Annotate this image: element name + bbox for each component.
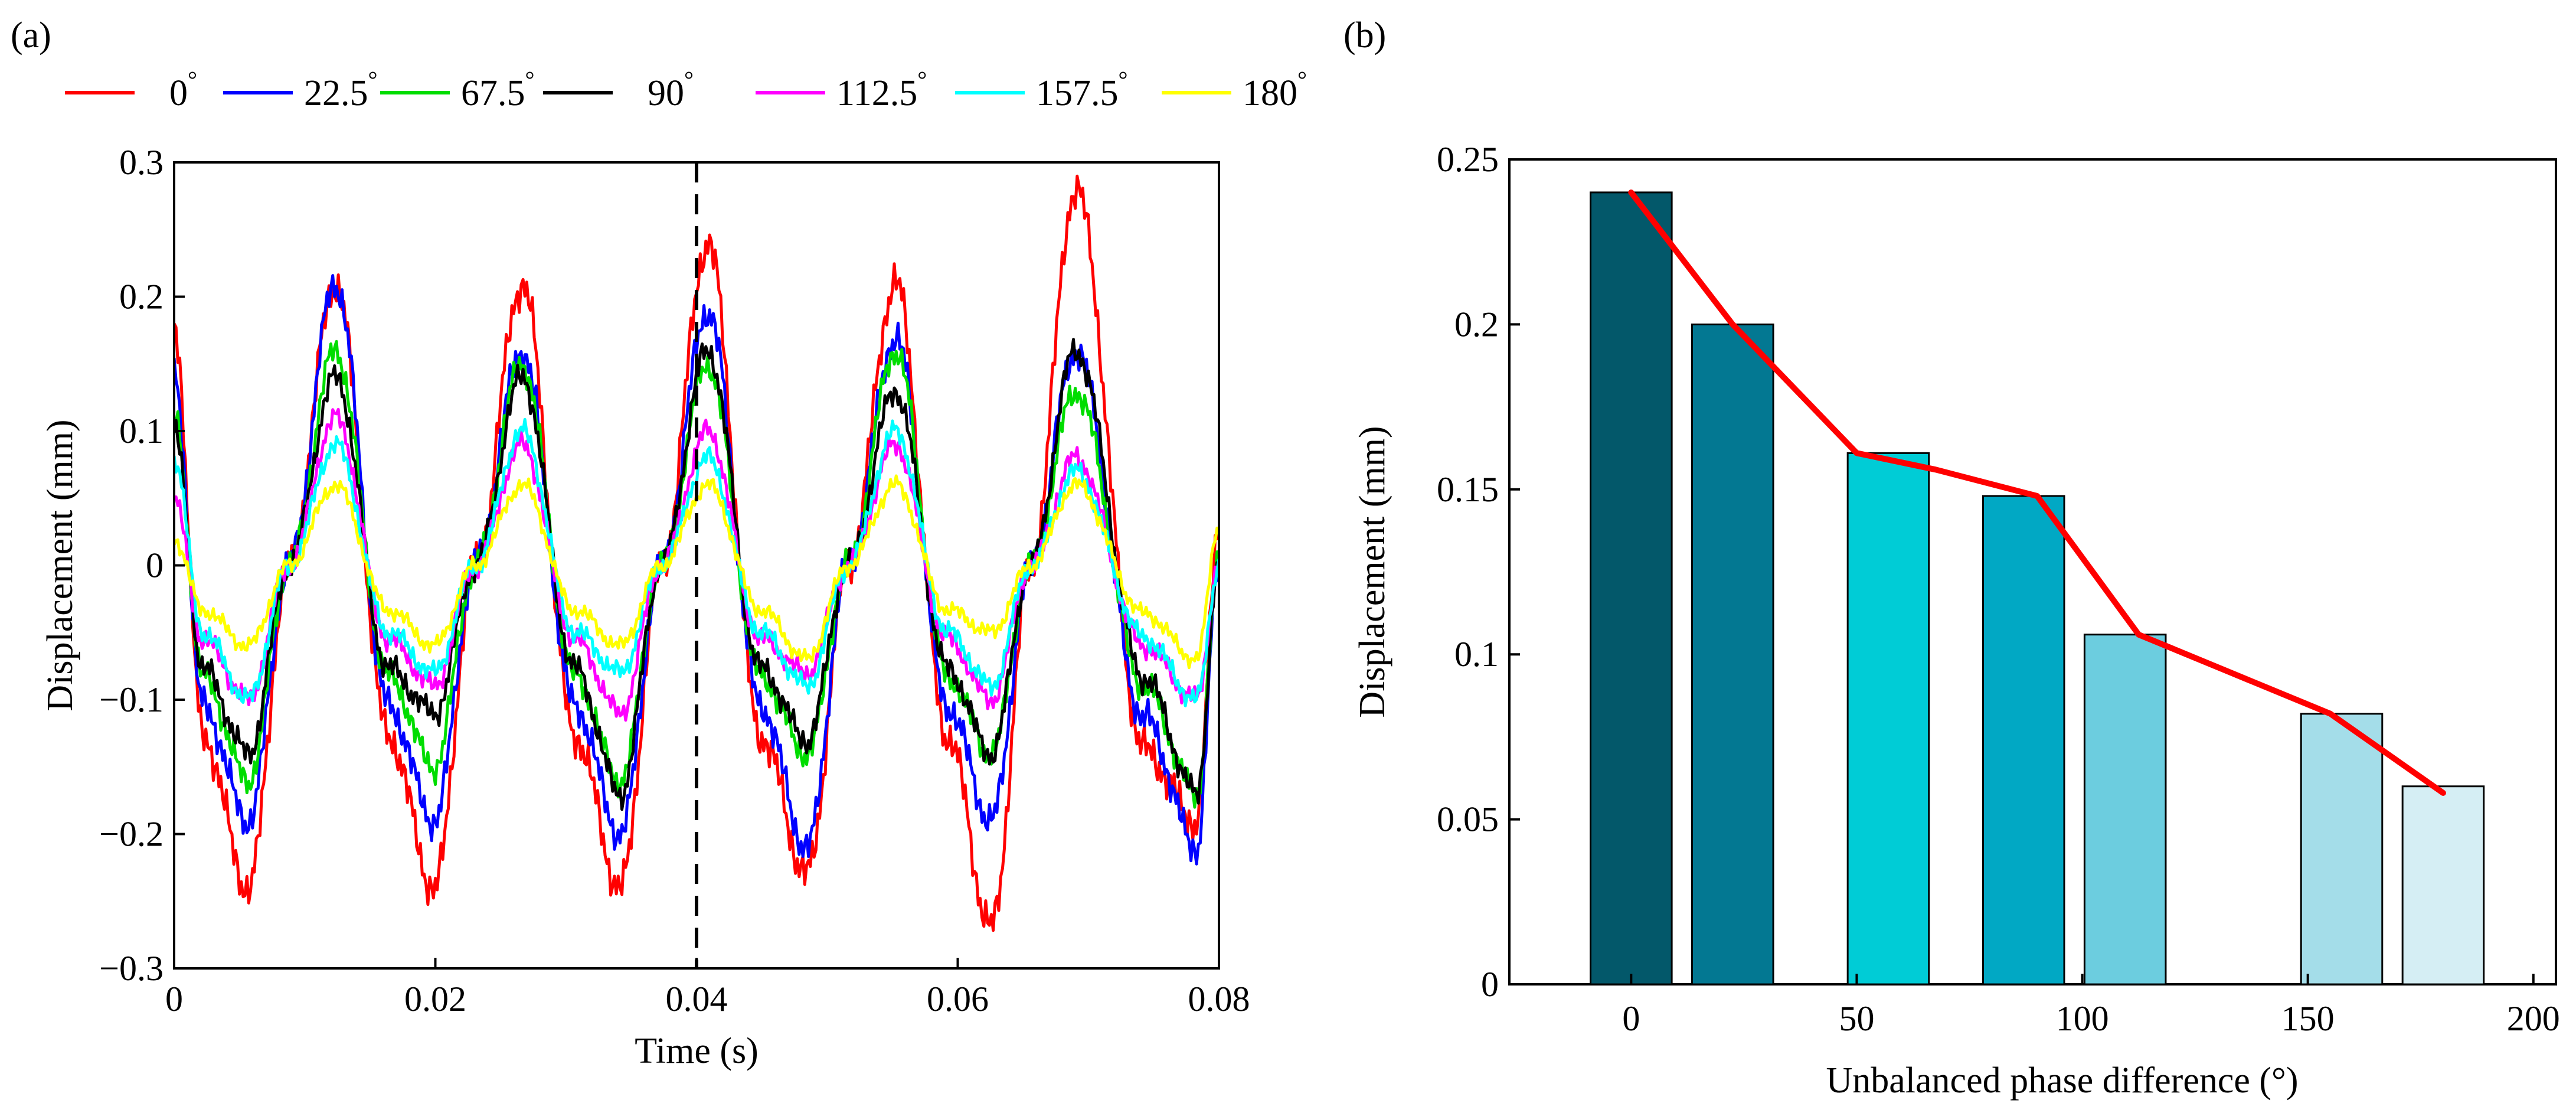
chart-b-bars (1590, 191, 2485, 986)
bar-109.5 (2083, 634, 2167, 986)
panel-a-label: (a) (11, 15, 51, 56)
series-line-180 (174, 474, 1219, 670)
chart-a-x-tick-label: 0.02 (404, 980, 466, 1019)
bar-87 (1982, 495, 2065, 986)
chart-b-ticks: 0 50 100 150 200 0 0.05 0.1 0.15 0.2 0.25 (1437, 140, 2560, 1038)
chart-a-y-tick-label: 0.1 (119, 412, 164, 451)
bar-22.5 (1691, 323, 1774, 986)
chart-a-y-axis-label: Displacement (mm) (40, 419, 80, 711)
chart-a-y-tick-label: −0.1 (99, 680, 164, 719)
chart-b-y-tick-label: 0.15 (1437, 470, 1499, 509)
bar-0 (1590, 191, 1673, 986)
bar-180 (2401, 785, 2485, 986)
chart-b-y-tick-label: 0.25 (1437, 140, 1499, 179)
chart-b-x-tick-label: 100 (2056, 999, 2109, 1038)
chart-b-y-tick-label: 0.05 (1437, 800, 1499, 839)
legend-a: 0° 22.5° 67.5° 90° 112.5° 157.5° 180° (65, 66, 1307, 113)
chart-b-y-axis-label: Displacement (mm) (1352, 426, 1392, 717)
chart-b-x-tick-label: 0 (1622, 999, 1640, 1038)
chart-a-y-tick-label: −0.2 (99, 815, 164, 854)
chart-a-x-tick-label: 0 (165, 980, 183, 1019)
chart-a-x-tick-label: 0.06 (927, 980, 989, 1019)
chart-a-x-tick-label: 0.04 (666, 980, 728, 1019)
bar-157.5 (2300, 713, 2384, 986)
bar-57 (1846, 452, 1930, 986)
legend-label-112.5: 112.5° (836, 66, 927, 113)
chart-b-x-axis-label: Unbalanced phase difference (°) (1826, 1060, 2299, 1101)
chart-b-x-tick-label: 200 (2507, 999, 2560, 1038)
panel-b-label: (b) (1343, 15, 1386, 56)
legend-label-0: 0° (169, 66, 197, 113)
legend-label-180: 180° (1243, 66, 1307, 113)
chart-a-y-tick-label: 0 (146, 546, 164, 585)
chart-b-x-tick-label: 150 (2281, 999, 2335, 1038)
legend-label-67.5: 67.5° (461, 66, 535, 113)
chart-a-x-tick-label: 0.08 (1188, 980, 1250, 1019)
chart-a-ticks: 0 0.02 0.04 0.06 0.08 −0.3 −0.2 −0.1 0 0.1 0.2 0.3 (99, 143, 1250, 1019)
chart-a-y-tick-label: 0.2 (119, 278, 164, 316)
legend-label-90: 90° (648, 66, 694, 113)
chart-a-x-axis-label: Time (s) (635, 1031, 759, 1071)
legend-label-22.5: 22.5° (304, 66, 378, 113)
chart-a-y-tick-label: −0.3 (99, 949, 164, 988)
chart-b-y-tick-label: 0 (1481, 965, 1499, 1004)
legend-label-157.5: 157.5° (1036, 66, 1128, 113)
chart-b: 0 50 100 150 200 0 0.05 0.1 0.15 0.2 0.25 Unbalanc… (1352, 140, 2560, 1101)
chart-a-y-tick-label: 0.3 (119, 143, 164, 182)
chart-b-trend-line (1628, 189, 2446, 796)
chart-b-y-tick-label: 0.1 (1454, 635, 1499, 674)
chart-a: 0 0.02 0.04 0.06 0.08−0.3−0.2−0.100.10.20.3 … (40, 143, 1250, 1071)
chart-b-y-tick-label: 0.2 (1454, 305, 1499, 344)
chart-b-x-tick-label: 50 (1839, 999, 1874, 1038)
